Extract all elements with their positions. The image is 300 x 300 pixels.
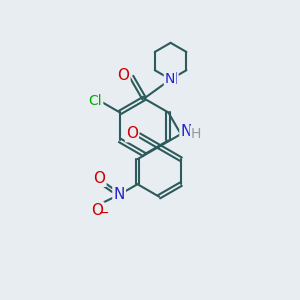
Text: O: O <box>92 202 104 217</box>
Text: N: N <box>165 72 175 86</box>
Text: O: O <box>117 68 129 83</box>
Text: Cl: Cl <box>88 94 102 108</box>
Text: O: O <box>126 126 138 141</box>
Text: H: H <box>191 127 201 140</box>
Text: N: N <box>166 72 178 87</box>
Text: O: O <box>93 171 105 186</box>
Text: −: − <box>99 206 110 220</box>
Text: N: N <box>181 124 192 139</box>
Text: N: N <box>113 187 125 202</box>
